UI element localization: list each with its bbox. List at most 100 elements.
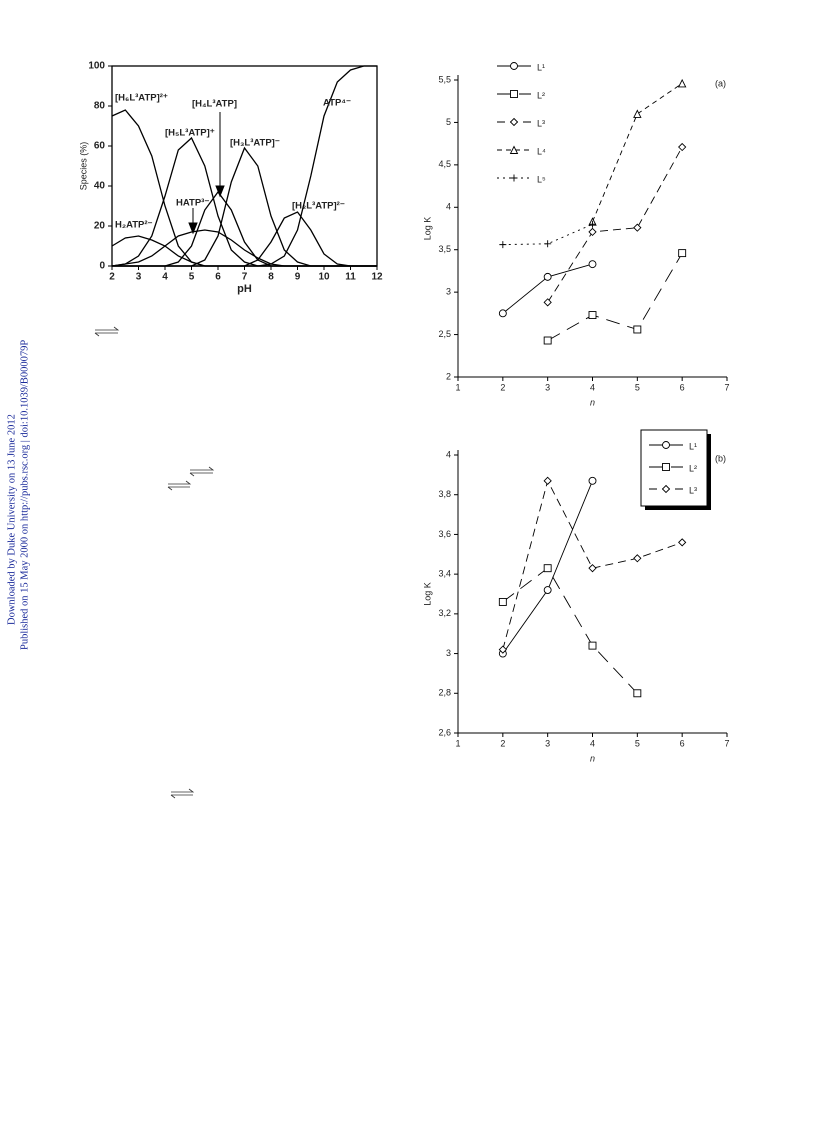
data-point <box>678 142 687 152</box>
y-tick-label: 3,6 <box>438 529 451 539</box>
data-point <box>633 325 642 334</box>
legend-background <box>640 429 708 507</box>
data-point <box>543 272 552 281</box>
x-tick-label: 10 <box>318 272 330 283</box>
data-point <box>633 554 642 563</box>
y-tick-label: 3,2 <box>438 608 451 618</box>
curve-label: HATP³⁻ <box>176 198 209 209</box>
y-tick-label: 3,4 <box>438 569 451 579</box>
series-line <box>502 567 638 694</box>
legend-marker <box>509 117 519 127</box>
y-tick-label: 20 <box>94 221 106 232</box>
x-tick-label: 3 <box>545 738 550 748</box>
x-tick-label: 2 <box>500 738 505 748</box>
data-point <box>544 240 552 248</box>
curve-label: [H₅L³ATP]⁺ <box>165 128 215 139</box>
curve-label: [H₂L³ATP]²⁻ <box>292 201 345 212</box>
x-tick-label: 6 <box>215 272 221 283</box>
y-tick-label: 3,5 <box>438 244 451 254</box>
x-axis-label: n <box>590 753 595 763</box>
series-line <box>592 83 683 222</box>
legend-label: L² <box>537 90 545 100</box>
x-tick-label: 1 <box>455 738 460 748</box>
legend-marker <box>510 90 518 98</box>
data-point <box>543 476 552 485</box>
y-tick-label: 2,5 <box>438 329 451 339</box>
x-tick-label: 6 <box>680 738 685 748</box>
y-tick-label: 4 <box>446 202 451 212</box>
data-point <box>588 311 597 320</box>
y-tick-label: 4,5 <box>438 159 451 169</box>
y-tick-label: 5 <box>446 117 451 127</box>
y-tick-label: 100 <box>88 61 105 72</box>
data-point <box>588 641 597 650</box>
curve-label: H₂ATP²⁻ <box>115 220 153 231</box>
x-tick-label: 3 <box>136 272 142 283</box>
data-point <box>678 538 687 547</box>
data-point <box>633 689 642 698</box>
data-point <box>588 260 597 269</box>
legend-marker <box>662 463 670 471</box>
y-axis-label: Species (%) <box>78 142 88 191</box>
series-line <box>547 146 683 303</box>
panel-label: (a) <box>715 78 726 88</box>
y-tick-label: 3 <box>446 648 451 658</box>
legend-label: L² <box>689 463 697 473</box>
y-tick-label: 2 <box>446 371 451 381</box>
legend-label: L³ <box>537 118 545 128</box>
y-tick-label: 4 <box>446 449 451 459</box>
x-tick-label: 7 <box>724 382 729 392</box>
data-point <box>588 227 597 237</box>
legend-label: L³ <box>689 485 697 495</box>
series-line <box>547 252 683 341</box>
x-tick-label: 12 <box>371 272 383 283</box>
data-point <box>498 309 507 318</box>
panel-label: (b) <box>715 453 726 463</box>
data-point <box>589 220 596 228</box>
x-tick-label: 4 <box>590 382 595 392</box>
curve-label: [H₆L³ATP]²⁺ <box>115 93 168 104</box>
published-note: Published on 15 May 2000 on http://pubs.… <box>19 340 30 650</box>
legend-label: L¹ <box>689 441 697 451</box>
legend-label: L⁵ <box>537 174 546 184</box>
x-axis-label: n <box>590 397 595 407</box>
y-tick-label: 3 <box>446 287 451 297</box>
y-tick-label: 60 <box>94 141 106 152</box>
x-tick-label: 5 <box>189 272 195 283</box>
y-tick-label: 3,8 <box>438 489 451 499</box>
legend-marker <box>509 145 519 154</box>
data-point <box>678 249 687 258</box>
y-axis-label: Log K <box>422 582 432 606</box>
x-tick-label: 2 <box>500 382 505 392</box>
curve-label: [H₃L³ATP]⁻ <box>230 138 280 149</box>
y-tick-label: 80 <box>94 101 106 112</box>
curve-label: ATP⁴⁻ <box>323 98 351 109</box>
y-tick-label: 40 <box>94 181 106 192</box>
x-tick-label: 5 <box>635 738 640 748</box>
legend-marker <box>662 441 670 449</box>
series-line <box>112 65 377 267</box>
y-tick-label: 0 <box>99 261 105 272</box>
legend-label: L¹ <box>537 62 545 72</box>
x-tick-label: 5 <box>635 382 640 392</box>
data-point <box>633 109 642 118</box>
x-tick-label: 9 <box>295 272 301 283</box>
legend-label: L⁴ <box>537 146 546 156</box>
x-tick-label: 7 <box>724 738 729 748</box>
y-tick-label: 5,5 <box>438 74 451 84</box>
legend-marker <box>510 62 518 70</box>
data-point <box>499 241 507 249</box>
download-note: Downloaded by Duke University on 13 June… <box>6 414 17 625</box>
x-tick-label: 3 <box>545 382 550 392</box>
y-tick-label: 2,8 <box>438 688 451 698</box>
data-point <box>677 78 687 88</box>
x-tick-label: 1 <box>455 382 460 392</box>
x-tick-label: 2 <box>109 272 115 283</box>
data-point <box>498 597 507 606</box>
x-tick-label: 4 <box>590 738 595 748</box>
data-point <box>543 336 552 345</box>
curve-label: [H₄L³ATP] <box>192 99 237 110</box>
x-tick-label: 8 <box>268 272 274 283</box>
legend-marker <box>661 484 671 494</box>
